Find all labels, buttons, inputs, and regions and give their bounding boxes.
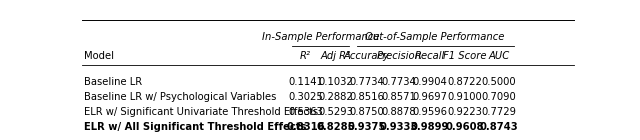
Text: ELR w/ Significant Univariate Threshold Effects: ELR w/ Significant Univariate Threshold …: [84, 107, 318, 117]
Text: 0.1032: 0.1032: [318, 77, 353, 87]
Text: 0.8722: 0.8722: [447, 77, 482, 87]
Text: Adj R²: Adj R²: [321, 51, 351, 61]
Text: Accuracy: Accuracy: [344, 51, 390, 61]
Text: 0.5363: 0.5363: [288, 107, 323, 117]
Text: 0.8316: 0.8316: [286, 122, 325, 132]
Text: 0.5000: 0.5000: [482, 77, 516, 87]
Text: 0.5293: 0.5293: [318, 107, 353, 117]
Text: 0.8750: 0.8750: [349, 107, 384, 117]
Text: 0.9596: 0.9596: [413, 107, 447, 117]
Text: Baseline LR w/ Psychological Variables: Baseline LR w/ Psychological Variables: [84, 92, 276, 102]
Text: 0.9100: 0.9100: [447, 92, 482, 102]
Text: 0.9904: 0.9904: [413, 77, 447, 87]
Text: 0.8516: 0.8516: [349, 92, 384, 102]
Text: 0.9333: 0.9333: [380, 122, 418, 132]
Text: 0.2882: 0.2882: [318, 92, 353, 102]
Text: Baseline LR: Baseline LR: [84, 77, 142, 87]
Text: 0.9899: 0.9899: [411, 122, 449, 132]
Text: 0.8285: 0.8285: [316, 122, 355, 132]
Text: 0.8878: 0.8878: [381, 107, 416, 117]
Text: R²: R²: [300, 51, 311, 61]
Text: 0.7734: 0.7734: [349, 77, 384, 87]
Text: Precision: Precision: [376, 51, 421, 61]
Text: ELR w/ All Significant Threshold Effects: ELR w/ All Significant Threshold Effects: [84, 122, 307, 132]
Text: 0.9375: 0.9375: [348, 122, 386, 132]
Text: 0.1141: 0.1141: [288, 77, 323, 87]
Text: 0.9697: 0.9697: [413, 92, 447, 102]
Text: Out-of-Sample Performance: Out-of-Sample Performance: [365, 32, 505, 42]
Text: AUC: AUC: [488, 51, 509, 61]
Text: Model: Model: [84, 51, 114, 61]
Text: Recall: Recall: [415, 51, 445, 61]
Text: 0.8571: 0.8571: [381, 92, 417, 102]
Text: 0.8743: 0.8743: [480, 122, 518, 132]
Text: F1 Score: F1 Score: [443, 51, 486, 61]
Text: 0.7729: 0.7729: [482, 107, 516, 117]
Text: 0.9608: 0.9608: [445, 122, 484, 132]
Text: In-Sample Performance: In-Sample Performance: [262, 32, 380, 42]
Text: 0.7090: 0.7090: [482, 92, 516, 102]
Text: 0.9223: 0.9223: [447, 107, 482, 117]
Text: 0.7734: 0.7734: [381, 77, 416, 87]
Text: 0.3025: 0.3025: [288, 92, 323, 102]
